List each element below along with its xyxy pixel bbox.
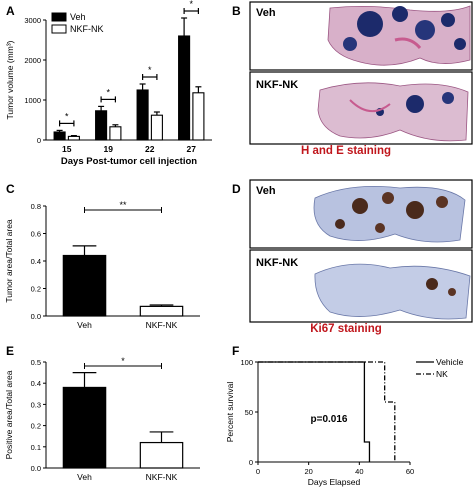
bar: [192, 92, 205, 141]
bar: [136, 89, 149, 141]
significance-marker: *: [189, 0, 193, 9]
significance-marker: *: [148, 65, 152, 75]
y-tick-label: 0.0: [31, 312, 41, 321]
y-tick-label: 50: [245, 408, 253, 417]
p-value-annotation: p=0.016: [311, 414, 348, 425]
bar: [178, 35, 191, 141]
y-tick-label: 0.2: [31, 422, 41, 431]
tumor-volume-bar-chart: 0 1000 2000 3000 Tumor volume (mm³) Days Post…: [5, 0, 212, 167]
x-tick-label: 19: [104, 144, 114, 154]
x-tick-label: Veh: [77, 320, 92, 330]
x-tick-label: 15: [62, 144, 72, 154]
tumor-area-bar-chart: 0.0 0.2 0.4 0.6 0.8 Tumor area/Total area Veh N…: [4, 200, 200, 330]
panel-b: B Veh NKF-NK H and E staining: [220, 0, 474, 165]
panel-label-f: F: [232, 344, 240, 358]
he-image-label-top: Veh: [256, 7, 276, 19]
panel-e: E 0.0 0.1 0.2 0.3 0.4 0.5 Positive area/Total …: [0, 340, 220, 491]
positive-area-bar-chart: 0.0 0.1 0.2 0.3 0.4 0.5 Positive area/Total ar…: [4, 356, 200, 482]
x-tick-label: 27: [187, 144, 197, 154]
ki67-tissue-bottom: [314, 263, 471, 320]
ki67-image-label-top: Veh: [256, 185, 276, 197]
bar: [139, 441, 184, 469]
ki67-staining-images: Veh NKF-NK: [249, 179, 473, 323]
legend-swatch: [51, 24, 67, 34]
panel-d: D Veh NKF-NK Ki67 staining: [220, 178, 474, 343]
bar: [109, 126, 122, 141]
significance-marker: *: [121, 356, 125, 366]
ki67-tissue-top: [313, 185, 466, 243]
survival-curve-chart: 0 50 100 0 20 40 60 Percent survival Days Elapse…: [225, 357, 464, 487]
bar: [67, 135, 80, 141]
panel-label-d: D: [232, 182, 241, 196]
y-tick-label: 0.4: [31, 257, 41, 266]
x-tick-label: NKF-NK: [146, 472, 178, 482]
x-tick-label: 60: [406, 467, 414, 476]
bar: [150, 114, 163, 141]
legend-label: NKF-NK: [70, 24, 104, 34]
he-tissue-bottom: [317, 82, 469, 142]
he-tissue-top: [327, 5, 471, 66]
significance-marker: *: [106, 87, 110, 97]
y-tick-label: 0.3: [31, 400, 41, 409]
x-tick-label: 0: [256, 467, 260, 476]
y-axis-title: Tumor volume (mm³): [5, 40, 15, 119]
bar: [53, 131, 66, 141]
y-tick-label: 3000: [24, 16, 41, 25]
panel-label-c: C: [6, 182, 15, 196]
y-tick-label: 0.4: [31, 379, 41, 388]
he-staining-images: Veh NKF-NK: [249, 1, 473, 145]
he-image-label-bottom: NKF-NK: [256, 79, 298, 91]
x-axis-title: Days Post-tumor cell injection: [61, 156, 197, 167]
y-tick-label: 0.1: [31, 443, 41, 452]
y-tick-label: 1000: [24, 96, 41, 105]
y-tick-label: 0.2: [31, 285, 41, 294]
panel-label-e: E: [6, 344, 15, 358]
x-tick-label: 40: [355, 467, 363, 476]
y-tick-label: 0.0: [31, 464, 41, 473]
legend-label: Veh: [70, 12, 86, 22]
y-tick-label: 0.5: [31, 358, 41, 367]
x-axis-title: Days Elapsed: [308, 477, 361, 487]
survival-line-nk: [258, 361, 396, 462]
panel-label-a: A: [6, 4, 15, 18]
y-tick-label: 2000: [24, 56, 41, 65]
panel-a: A 0 1000 2000 3000 Tumor volume (mm³) Days Po…: [0, 0, 220, 170]
y-tick-label: 0.8: [31, 202, 41, 211]
survival-line-vehicle: [258, 361, 371, 462]
ki67-staining-caption: Ki67 staining: [310, 323, 382, 335]
panel-label-b: B: [232, 4, 241, 18]
bar: [62, 254, 107, 317]
bar: [139, 305, 184, 317]
x-tick-label: 20: [304, 467, 312, 476]
y-tick-label: 0.6: [31, 230, 41, 239]
y-tick-label: 0: [37, 136, 41, 145]
x-tick-label: NKF-NK: [146, 320, 178, 330]
ki67-image-label-bottom: NKF-NK: [256, 257, 298, 269]
panel-c: C 0.0 0.2 0.4 0.6 0.8 Tumor area/Total area Ve…: [0, 178, 220, 338]
legend-label: Vehicle: [436, 357, 464, 367]
panel-f: F 0 50 100 0 20 40 60 Percent survival Days Elap…: [220, 340, 474, 491]
legend-label: NK: [436, 369, 448, 379]
bar: [95, 110, 108, 141]
x-tick-label: 22: [145, 144, 155, 154]
y-axis-title: Percent survival: [225, 382, 235, 443]
legend-swatch: [51, 12, 67, 22]
y-axis-title: Tumor area/Total area: [4, 219, 14, 303]
significance-marker: **: [119, 200, 127, 210]
x-tick-label: Veh: [77, 472, 92, 482]
significance-marker: *: [65, 111, 69, 121]
y-tick-label: 100: [240, 358, 253, 367]
y-axis-title: Positive area/Total area: [4, 370, 14, 459]
bar: [62, 386, 107, 469]
y-tick-label: 0: [249, 458, 253, 467]
he-staining-caption: H and E staining: [300, 145, 392, 157]
